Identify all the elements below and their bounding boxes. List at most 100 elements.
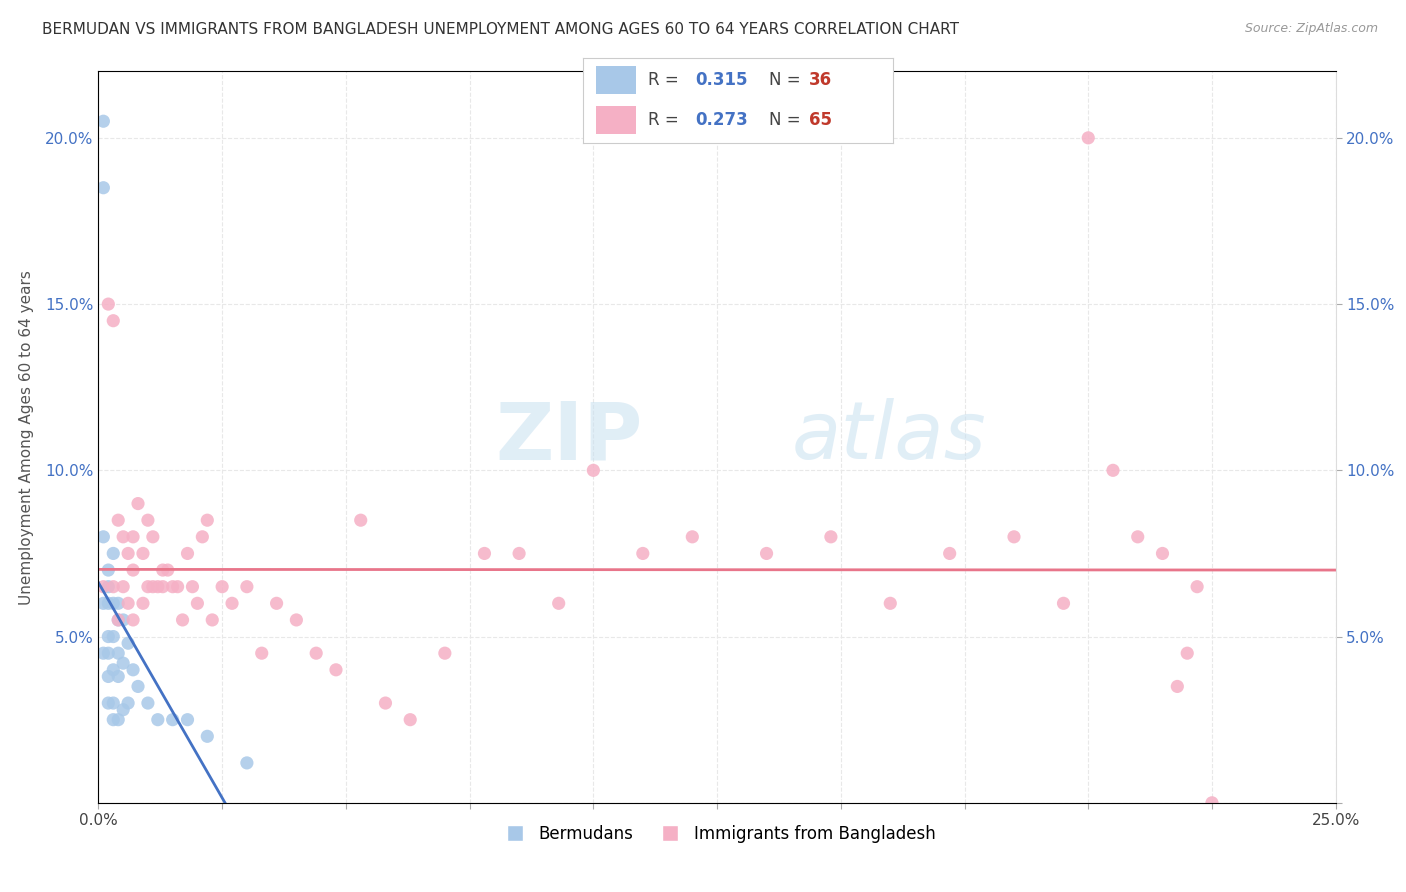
Point [1102, 463, 1125, 477]
Point [1002, 530, 1025, 544]
Point [97, 563, 120, 577]
Y-axis label: Unemployment Among Ages 60 to 64 years: Unemployment Among Ages 60 to 64 years [20, 269, 34, 605]
Point [631, 546, 654, 560]
Text: N =: N = [769, 112, 806, 129]
Point [127, 680, 149, 694]
Point [1126, 530, 1149, 544]
Point [181, 580, 204, 594]
Point [93, 114, 115, 128]
Point [132, 596, 155, 610]
Point [152, 563, 174, 577]
Text: BERMUDAN VS IMMIGRANTS FROM BANGLADESH UNEMPLOYMENT AMONG AGES 60 TO 64 YEARS CO: BERMUDAN VS IMMIGRANTS FROM BANGLADESH U… [42, 22, 959, 37]
Point [191, 530, 214, 544]
Legend: Bermudans, Immigrants from Bangladesh: Bermudans, Immigrants from Bangladesh [492, 818, 942, 849]
Point [93, 596, 115, 610]
Point [236, 580, 259, 594]
Point [1052, 596, 1074, 610]
Point [97, 630, 120, 644]
Point [117, 696, 139, 710]
Point [103, 630, 125, 644]
Point [681, 530, 703, 544]
Text: 0.273: 0.273 [695, 112, 748, 129]
Point [201, 613, 224, 627]
Point [547, 596, 569, 610]
Point [136, 696, 159, 710]
Point [136, 513, 159, 527]
Point [172, 613, 194, 627]
Point [103, 580, 125, 594]
Point [107, 613, 129, 627]
Point [176, 546, 198, 560]
Point [156, 563, 179, 577]
Point [350, 513, 373, 527]
Point [103, 314, 125, 328]
Point [186, 596, 208, 610]
Point [112, 703, 135, 717]
Point [97, 696, 120, 710]
Point [136, 580, 159, 594]
Point [1166, 680, 1188, 694]
Point [305, 646, 328, 660]
Point [107, 613, 129, 627]
Point [117, 546, 139, 560]
Text: atlas: atlas [792, 398, 986, 476]
Point [93, 180, 115, 194]
Text: 36: 36 [810, 71, 832, 89]
Point [820, 530, 842, 544]
Bar [596, 106, 636, 134]
Point [162, 580, 184, 594]
Point [1152, 546, 1174, 560]
Point [122, 613, 145, 627]
Point [433, 646, 456, 660]
Point [132, 546, 155, 560]
Point [122, 530, 145, 544]
Text: R =: R = [648, 112, 685, 129]
Point [399, 713, 422, 727]
Point [508, 546, 530, 560]
Point [93, 646, 115, 660]
Point [107, 669, 129, 683]
Point [103, 663, 125, 677]
Point [582, 463, 605, 477]
Point [162, 713, 184, 727]
Point [112, 613, 135, 627]
Point [97, 297, 120, 311]
Point [195, 729, 218, 743]
Point [142, 530, 165, 544]
Point [1185, 580, 1208, 594]
Point [236, 756, 259, 770]
Point [146, 580, 169, 594]
Point [122, 563, 145, 577]
Point [117, 596, 139, 610]
Text: Source: ZipAtlas.com: Source: ZipAtlas.com [1244, 22, 1378, 36]
Point [117, 636, 139, 650]
Point [1077, 131, 1099, 145]
Point [1175, 646, 1198, 660]
Point [285, 613, 308, 627]
Point [103, 696, 125, 710]
Point [221, 596, 243, 610]
Point [97, 596, 120, 610]
Point [97, 580, 120, 594]
Point [250, 646, 273, 660]
Point [97, 669, 120, 683]
Point [166, 580, 188, 594]
Point [107, 713, 129, 727]
Point [112, 656, 135, 670]
Point [146, 713, 169, 727]
Point [107, 646, 129, 660]
Point [93, 530, 115, 544]
Point [211, 580, 233, 594]
Point [142, 580, 165, 594]
Point [103, 546, 125, 560]
Point [103, 713, 125, 727]
Point [474, 546, 496, 560]
Point [97, 646, 120, 660]
Text: 65: 65 [810, 112, 832, 129]
Point [112, 580, 135, 594]
Point [938, 546, 960, 560]
Bar [596, 67, 636, 95]
Text: ZIP: ZIP [495, 398, 643, 476]
Point [195, 513, 218, 527]
Text: N =: N = [769, 71, 806, 89]
